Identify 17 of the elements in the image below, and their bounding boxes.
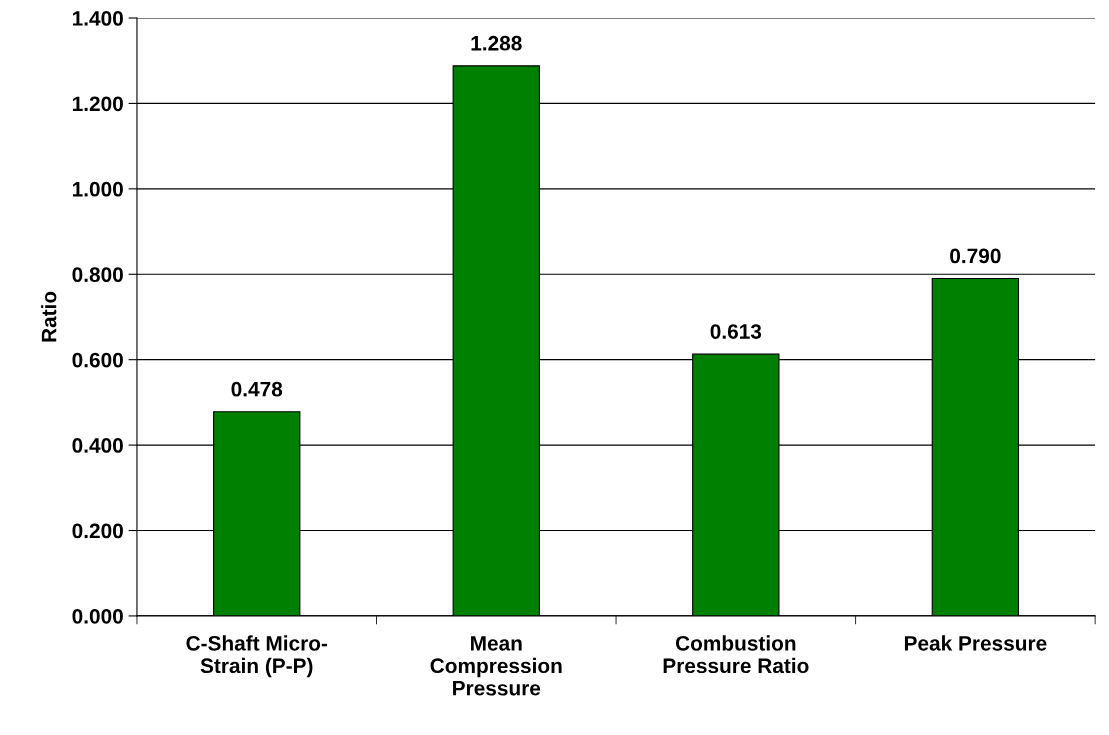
x-tick-label: Mean Compression Pressure (430, 636, 562, 696)
y-tick-label: 0.200 (72, 523, 123, 539)
x-tick-label: C-Shaft Micro- Strain (P-P) (186, 635, 328, 678)
y-tick-label: 1.000 (72, 181, 123, 197)
y-tick-label: 0.800 (72, 267, 123, 283)
x-tick-label: Peak Pressure (904, 635, 1047, 651)
y-tick-label: 0.400 (72, 438, 123, 453)
y-tick-label: 1.400 (72, 11, 123, 26)
data-label: 0.790 (950, 248, 1001, 264)
y-tick-label: 1.200 (72, 96, 123, 112)
data-label: 0.613 (710, 324, 762, 339)
data-label: 1.288 (471, 35, 522, 51)
y-tick-label: 0.600 (72, 352, 123, 368)
x-tick-label: Combustion Pressure Ratio (663, 635, 809, 674)
y-axis-title: Ratio (41, 291, 57, 342)
data-label: 0.478 (231, 381, 283, 397)
y-tick-label: 0.000 (72, 608, 123, 624)
